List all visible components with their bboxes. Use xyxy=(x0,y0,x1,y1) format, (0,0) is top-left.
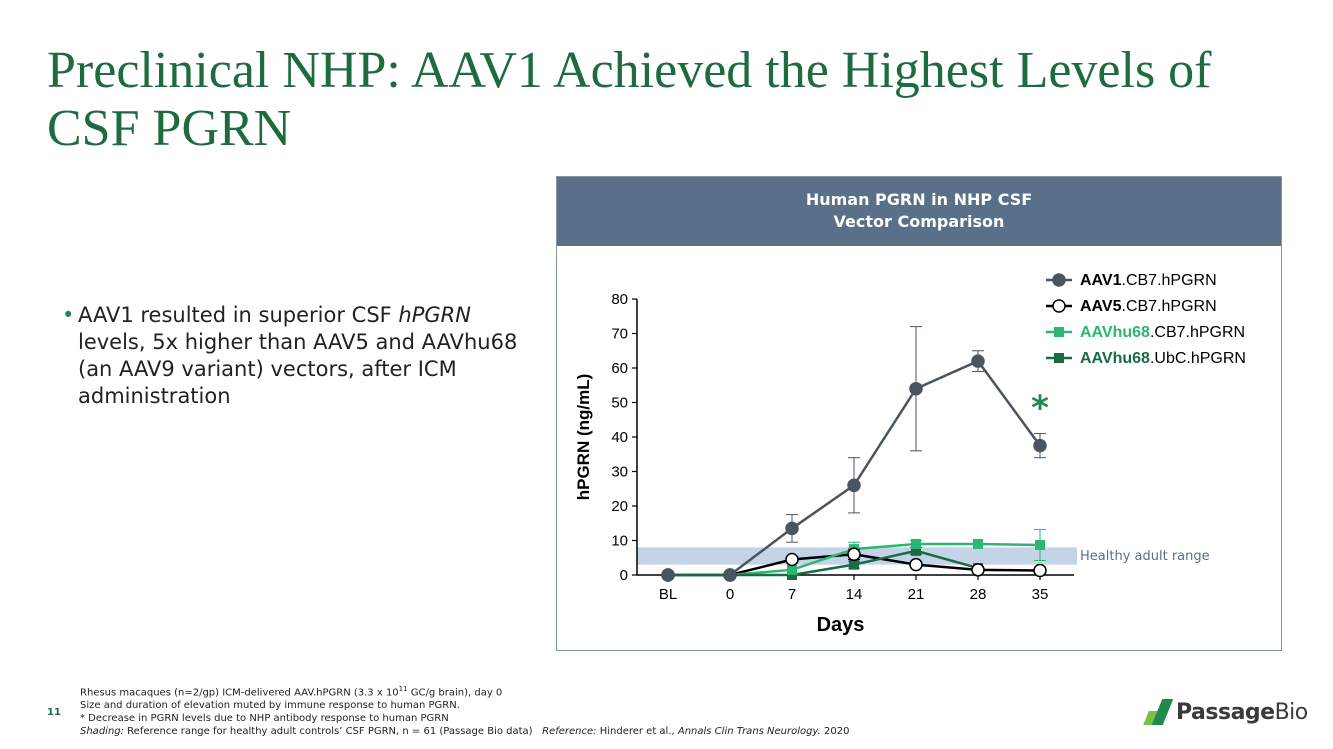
bullet-item: AAV1 resulted in superior CSF hPGRN leve… xyxy=(62,302,532,410)
legend-label: AAVhu68.UbC.hPGRN xyxy=(1080,350,1246,367)
data-point xyxy=(787,564,797,575)
data-point xyxy=(911,538,921,549)
data-point xyxy=(1033,438,1047,453)
bullet-list: AAV1 resulted in superior CSF hPGRN leve… xyxy=(62,302,532,410)
series-line xyxy=(668,549,979,577)
x-tick-label: 14 xyxy=(846,586,863,603)
data-point xyxy=(971,354,985,368)
y-axis-label: hPGRN (ng/mL) xyxy=(574,374,593,501)
data-point xyxy=(971,563,985,577)
company-logo: PassageBio xyxy=(1140,698,1308,726)
legend-label-vector: AAVhu68 xyxy=(1080,324,1150,341)
chart-header: Human PGRN in NHP CSF Vector Comparison xyxy=(557,177,1281,246)
legend-marker xyxy=(1054,353,1064,363)
chart-panel: Human PGRN in NHP CSF Vector Comparison … xyxy=(556,176,1282,651)
legend-label: AAV5.CB7.hPGRN xyxy=(1080,298,1217,315)
data-point xyxy=(909,381,923,396)
y-tick-label: 10 xyxy=(611,533,628,550)
data-point xyxy=(723,568,737,582)
y-tick-label: 50 xyxy=(611,395,628,412)
legend-label-vector: AAV5 xyxy=(1080,298,1122,315)
footnote-2: Size and duration of elevation muted by … xyxy=(80,700,460,712)
x-tick-label: BL xyxy=(659,586,677,603)
data-point xyxy=(849,559,859,570)
y-tick-label: 70 xyxy=(611,326,628,343)
logo-mark-icon xyxy=(1140,699,1174,725)
x-axis-label: Days xyxy=(817,614,865,636)
significance-asterisk: * xyxy=(1031,389,1049,429)
y-tick-label: 0 xyxy=(620,567,628,584)
legend-marker xyxy=(1052,273,1066,287)
y-tick-label: 80 xyxy=(611,291,628,308)
x-tick-label: 0 xyxy=(726,586,734,603)
legend-label-construct: .CB7.hPGRN xyxy=(1150,324,1245,341)
x-tick-label: 21 xyxy=(908,586,925,603)
reference-range-label: Healthy adult range xyxy=(1080,549,1210,564)
chart-title-line1: Human PGRN in NHP CSF xyxy=(805,190,1033,209)
legend-label-vector: AAV1 xyxy=(1080,272,1122,289)
x-tick-label: 28 xyxy=(970,586,987,603)
legend-label-construct: .UbC.hPGRN xyxy=(1150,350,1246,367)
legend-label-vector: AAVhu68 xyxy=(1080,350,1150,367)
data-point xyxy=(909,557,923,572)
x-tick-label: 7 xyxy=(788,586,796,603)
data-point xyxy=(787,570,797,580)
logo-text-light: Bio xyxy=(1274,699,1309,725)
footnote-3: * Decrease in PGRN levels due to NHP ant… xyxy=(80,713,449,725)
legend-marker xyxy=(1054,327,1064,337)
data-point xyxy=(973,538,983,549)
legend-label: AAVhu68.CB7.hPGRN xyxy=(1080,324,1245,341)
data-point xyxy=(1033,563,1047,578)
chart-plot: Healthy adult range 0 10 20 30 40 50 60 70 80 BL 0 7… xyxy=(574,272,1246,636)
data-point xyxy=(1035,539,1045,550)
y-tick-label: 30 xyxy=(611,464,628,481)
footnote-1: Rhesus macaques (n=2/gp) ICM-delivered A… xyxy=(80,685,503,699)
footnotes: Rhesus macaques (n=2/gp) ICM-delivered A… xyxy=(80,683,980,738)
data-point xyxy=(847,547,861,562)
footnote-4: Shading: Reference range for healthy adu… xyxy=(80,726,850,738)
legend-marker xyxy=(1052,299,1066,313)
legend-label-construct: .CB7.hPGRN xyxy=(1122,298,1217,315)
legend-label: AAV1.CB7.hPGRN xyxy=(1080,272,1217,289)
x-tick-label: 35 xyxy=(1032,586,1049,603)
y-tick-label: 20 xyxy=(611,498,628,515)
y-tick-label: 40 xyxy=(611,429,628,446)
y-tick-label: 60 xyxy=(611,360,628,377)
legend-label-construct: .CB7.hPGRN xyxy=(1122,272,1217,289)
data-point xyxy=(661,568,675,582)
data-point xyxy=(847,478,861,493)
data-point xyxy=(911,545,921,556)
data-point xyxy=(785,552,799,567)
logo-text-bold: Passage xyxy=(1176,699,1275,725)
chart-title-line2: Vector Comparison xyxy=(833,212,1005,231)
page-title: Preclinical NHP: AAV1 Achieved the Highe… xyxy=(47,42,1212,157)
page-number: 11 xyxy=(47,707,61,718)
data-point xyxy=(785,521,799,536)
